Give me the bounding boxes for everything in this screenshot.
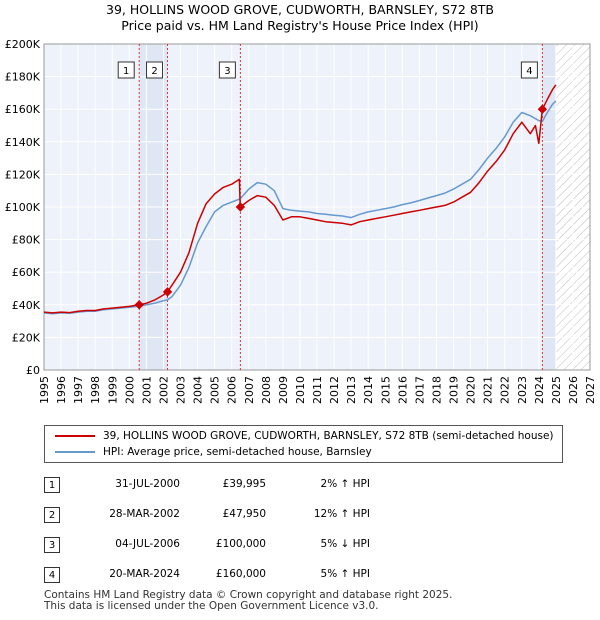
x-tick-label: 2025: [550, 376, 563, 404]
x-tick-label: 2013: [345, 376, 358, 404]
transaction-marker: [537, 104, 548, 114]
x-tick-label: 2015: [379, 376, 392, 404]
legend-label-hpi: HPI: Average price, semi-detached house,…: [103, 446, 372, 458]
y-tick-label: £160K: [5, 103, 41, 116]
transaction-hpi: 5% ↑ HPI: [320, 568, 370, 580]
y-tick-label: £40K: [12, 299, 41, 312]
transaction-price: £100,000: [215, 538, 266, 550]
legend-swatch-property: [55, 435, 95, 437]
transaction-price: £39,995: [222, 478, 266, 490]
transaction-date: 28-MAR-2002: [109, 508, 180, 520]
transaction-label-box: [520, 61, 538, 79]
chart-title: 39, HOLLINS WOOD GROVE, CUDWORTH, BARNSL…: [0, 2, 600, 34]
footer-line-1: Contains HM Land Registry data © Crown c…: [44, 589, 453, 601]
y-tick-label: £20K: [12, 331, 41, 344]
x-tick-label: 2010: [294, 376, 307, 404]
x-tick-label: 2018: [430, 376, 443, 404]
x-tick-label: 2008: [260, 376, 273, 404]
transaction-date: 20-MAR-2024: [109, 568, 180, 580]
x-tick-label: 2021: [482, 376, 495, 404]
price-chart: £0 £20K £40K £60K £80K £100K £120K £140K £160K £1…: [5, 38, 597, 404]
x-tick-label: 1999: [106, 376, 119, 404]
x-tick-label: 2022: [499, 376, 512, 404]
y-tick-label: £180K: [5, 71, 41, 84]
x-tick-label: 2026: [567, 376, 580, 404]
legend-label-property: 39, HOLLINS WOOD GROVE, CUDWORTH, BARNSL…: [103, 430, 554, 442]
x-tick-label: 2024: [533, 376, 546, 404]
transaction-number: 3: [44, 537, 60, 553]
y-tick-label: £120K: [5, 168, 41, 181]
x-tick-label: 2005: [209, 376, 222, 404]
x-tick-label: 2012: [328, 376, 341, 404]
y-tick-label: £200K: [5, 38, 41, 51]
x-tick-label: 2003: [175, 376, 188, 404]
transaction-label-number: 2: [151, 66, 157, 77]
transaction-marker: [134, 300, 144, 310]
x-tick-label: 2009: [277, 376, 290, 404]
transaction-date: 31-JUL-2000: [115, 478, 180, 490]
footer-line-2: This data is licensed under the Open Gov…: [44, 600, 379, 612]
y-tick-label: £60K: [12, 266, 41, 279]
legend-item-property: 39, HOLLINS WOOD GROVE, CUDWORTH, BARNSL…: [55, 430, 554, 442]
y-tick-label: £0: [26, 364, 40, 377]
x-tick-label: 2017: [413, 376, 426, 404]
transaction-number: 4: [44, 567, 60, 583]
title-line-1: 39, HOLLINS WOOD GROVE, CUDWORTH, BARNSL…: [106, 2, 494, 17]
y-tick-label: £80K: [12, 234, 41, 247]
transaction-price: £160,000: [215, 568, 266, 580]
transaction-label-number: 4: [526, 66, 532, 77]
transaction-price: £47,950: [222, 508, 266, 520]
x-tick-label: 1995: [38, 376, 51, 404]
x-tick-label: 2000: [123, 376, 136, 404]
x-tick-label: 1998: [89, 376, 102, 404]
x-tick-label: 2023: [516, 376, 529, 404]
x-tick-label: 1997: [72, 376, 85, 404]
x-tick-label: 2011: [311, 376, 324, 404]
transaction-hpi: 12% ↑ HPI: [313, 508, 370, 520]
x-tick-label: 2019: [448, 376, 461, 404]
x-tick-label: 2006: [226, 376, 239, 404]
transaction-hpi: 2% ↑ HPI: [320, 478, 370, 490]
footer: Contains HM Land Registry data © Crown c…: [44, 590, 452, 612]
legend: 39, HOLLINS WOOD GROVE, CUDWORTH, BARNSL…: [44, 425, 563, 463]
transaction-label-box: [218, 61, 236, 79]
x-tick-label: 2004: [192, 376, 205, 404]
transaction-label-box: [146, 61, 164, 79]
plot-frame: [43, 43, 591, 371]
x-tick-label: 1996: [55, 376, 68, 404]
x-tick-label: 2001: [140, 376, 153, 404]
x-tick-label: 2016: [396, 376, 409, 404]
x-tick-label: 2020: [465, 376, 478, 404]
transaction-marker: [162, 287, 173, 297]
title-line-2: Price paid vs. HM Land Registry's House …: [121, 18, 479, 33]
transaction-number: 2: [44, 507, 60, 523]
transaction-label-number: 1: [123, 66, 129, 77]
transaction-hpi: 5% ↓ HPI: [320, 538, 370, 550]
transaction-label-box: [117, 61, 135, 79]
legend-item-hpi: HPI: Average price, semi-detached house,…: [55, 446, 372, 458]
y-tick-label: £140K: [5, 136, 41, 149]
transaction-date: 04-JUL-2006: [115, 538, 180, 550]
series-hpi-line: [43, 100, 557, 315]
x-tick-label: 2027: [584, 376, 597, 404]
x-tick-label: 2002: [157, 376, 170, 404]
transaction-number: 1: [44, 477, 60, 493]
legend-swatch-hpi: [55, 451, 95, 453]
x-tick-label: 2014: [362, 376, 375, 404]
transaction-marker: [235, 202, 246, 212]
x-tick-label: 2007: [243, 376, 256, 404]
y-tick-label: £100K: [5, 201, 41, 214]
transaction-label-number: 3: [224, 66, 230, 77]
